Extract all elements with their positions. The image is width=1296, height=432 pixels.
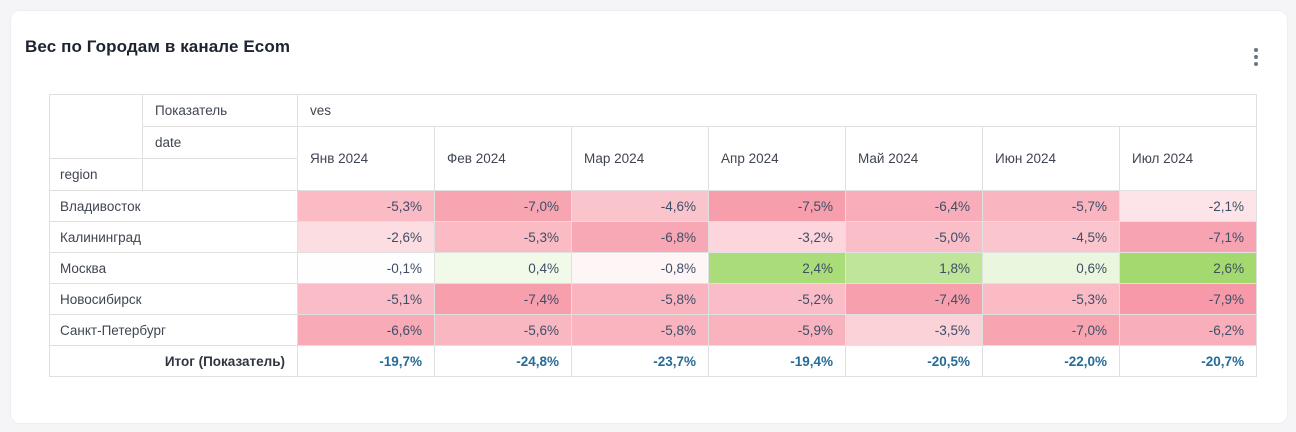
- value-cell: -6,8%: [571, 221, 709, 253]
- total-label-cell: Итог (Показатель): [49, 345, 298, 377]
- value-cell: -5,8%: [571, 314, 709, 346]
- value-cell: 2,4%: [708, 252, 846, 284]
- header-row-metric: Показатель ves: [49, 94, 1258, 159]
- total-value-cell: -19,4%: [708, 345, 846, 377]
- corner-blank-cell: [49, 94, 143, 159]
- value-cell: 1,8%: [845, 252, 983, 284]
- value-cell: -2,1%: [1118, 190, 1258, 222]
- value-cell: -6,4%: [845, 190, 983, 222]
- value-cell: -0,8%: [571, 252, 709, 284]
- region-blank-cell: [142, 158, 298, 191]
- value-cell: -7,5%: [708, 190, 846, 222]
- value-cell: -5,1%: [297, 283, 435, 315]
- table-row: Новосибирск -5,1% -7,4% -5,8% -5,2% -7,4…: [49, 283, 1258, 315]
- total-value-cell: -20,7%: [1118, 345, 1258, 377]
- table-row: Калининград -2,6% -5,3% -6,8% -3,2% -5,0…: [49, 221, 1258, 253]
- region-cell: Новосибирск: [49, 283, 298, 315]
- value-cell: -7,0%: [434, 190, 572, 222]
- metric-name-cell: ves: [296, 94, 1258, 127]
- metric-header-label: Показатель: [142, 94, 298, 127]
- value-cell: -5,6%: [434, 314, 572, 346]
- table-row: Владивосток -5,3% -7,0% -4,6% -7,5% -6,4…: [49, 190, 1258, 222]
- value-cell: -7,1%: [1118, 221, 1258, 253]
- column-header: Апр 2024: [708, 126, 846, 191]
- total-value-cell: -19,7%: [297, 345, 435, 377]
- value-cell: -0,1%: [297, 252, 435, 284]
- region-cell: Владивосток: [49, 190, 298, 222]
- table-row: Москва -0,1% 0,4% -0,8% 2,4% 1,8% 0,6% 2…: [49, 252, 1258, 284]
- chart-title: Вес по Городам в канале Ecom: [25, 37, 291, 56]
- header-row-date: date Янв 2024 Фев 2024 Мар 2024 Апр 2024…: [50, 126, 1258, 191]
- value-cell: -5,9%: [708, 314, 846, 346]
- total-value-cell: -22,0%: [982, 345, 1120, 377]
- value-cell: 0,6%: [982, 252, 1120, 284]
- total-value-cell: -20,5%: [845, 345, 983, 377]
- region-header-label: region: [49, 158, 143, 191]
- table-row: Санкт-Петербург -6,6% -5,6% -5,8% -5,9% …: [49, 314, 1258, 346]
- pivot-table-container: Показатель ves date Янв 2024 Фев 2024 Ма…: [49, 94, 1258, 377]
- value-cell: -5,7%: [982, 190, 1120, 222]
- value-cell: -4,5%: [982, 221, 1120, 253]
- value-cell: -5,2%: [708, 283, 846, 315]
- value-cell: -5,3%: [297, 190, 435, 222]
- column-header: Фев 2024: [434, 126, 572, 191]
- value-cell: -7,4%: [434, 283, 572, 315]
- date-header-label: date: [142, 126, 298, 159]
- value-cell: -7,9%: [1118, 283, 1258, 315]
- value-cell: -5,8%: [571, 283, 709, 315]
- total-value-cell: -24,8%: [434, 345, 572, 377]
- value-cell: -3,5%: [845, 314, 983, 346]
- value-cell: -6,2%: [1118, 314, 1258, 346]
- column-header: Мар 2024: [571, 126, 709, 191]
- region-cell: Москва: [49, 252, 298, 284]
- value-cell: -3,2%: [708, 221, 846, 253]
- value-cell: -5,0%: [845, 221, 983, 253]
- column-header: Июн 2024: [982, 126, 1120, 191]
- value-cell: -4,6%: [571, 190, 709, 222]
- chart-card: Вес по Городам в канале Ecom Показатель …: [10, 10, 1288, 424]
- total-value-cell: -23,7%: [571, 345, 709, 377]
- region-cell: Калининград: [49, 221, 298, 253]
- value-cell: -5,3%: [982, 283, 1120, 315]
- column-header: Июл 2024: [1118, 126, 1258, 191]
- pivot-table: Показатель ves date Янв 2024 Фев 2024 Ма…: [49, 94, 1258, 377]
- more-options-button[interactable]: [1247, 44, 1265, 70]
- column-header: Янв 2024: [297, 126, 435, 191]
- value-cell: -7,4%: [845, 283, 983, 315]
- column-header: Май 2024: [845, 126, 983, 191]
- value-cell: 0,4%: [434, 252, 572, 284]
- total-row: Итог (Показатель) -19,7% -24,8% -23,7% -…: [49, 345, 1258, 377]
- value-cell: -5,3%: [434, 221, 572, 253]
- value-cell: -2,6%: [297, 221, 435, 253]
- value-cell: -6,6%: [297, 314, 435, 346]
- region-cell: Санкт-Петербург: [49, 314, 298, 346]
- value-cell: -7,0%: [982, 314, 1120, 346]
- value-cell: 2,6%: [1118, 252, 1258, 284]
